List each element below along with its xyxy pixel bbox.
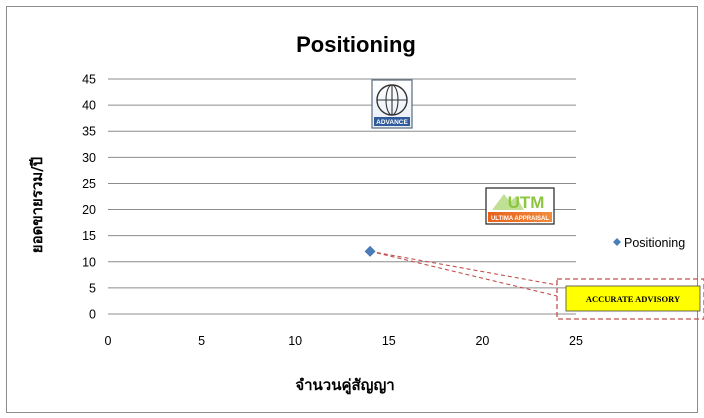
x-tick-label: 15 — [382, 334, 396, 348]
chart-title: Positioning — [296, 32, 416, 57]
gridlines — [108, 78, 576, 315]
data-point — [364, 245, 376, 257]
advance-logo: ADVANCE — [371, 79, 413, 129]
utm-logo: UTM ULTIMA APPRAISAL — [485, 187, 555, 225]
y-tick-label: 45 — [82, 73, 96, 87]
y-tick-label: 20 — [82, 203, 96, 217]
x-tick-label: 0 — [105, 334, 112, 348]
data-points — [364, 245, 376, 257]
x-tick-label: 20 — [475, 334, 489, 348]
y-tick-label: 25 — [82, 177, 96, 191]
x-tick-label: 10 — [288, 334, 302, 348]
utm-logo-sublabel: ULTIMA APPRAISAL — [491, 216, 549, 222]
x-axis-ticks: 0 5 10 15 20 25 — [105, 334, 583, 348]
y-axis-label: ยอดขายรวม/ปี — [28, 157, 46, 253]
advance-logo-label: ADVANCE — [376, 119, 408, 126]
y-tick-label: 10 — [82, 255, 96, 269]
callout-label: ACCURATE ADVISORY — [586, 294, 680, 304]
y-tick-label: 35 — [82, 125, 96, 139]
y-tick-label: 40 — [82, 99, 96, 113]
y-tick-label: 0 — [89, 308, 96, 322]
x-axis-label: จำนวนคู่สัญญา — [295, 376, 394, 395]
y-axis-ticks: 0 5 10 15 20 25 30 35 40 45 — [82, 73, 96, 322]
accurate-advisory-callout: ACCURATE ADVISORY — [369, 250, 704, 320]
legend: Positioning — [613, 236, 685, 250]
y-tick-label: 5 — [89, 281, 96, 295]
y-tick-label: 15 — [82, 229, 96, 243]
legend-label: Positioning — [624, 236, 685, 250]
x-tick-label: 25 — [569, 334, 583, 348]
x-tick-label: 5 — [198, 334, 205, 348]
y-tick-label: 30 — [82, 151, 96, 165]
legend-marker — [613, 238, 621, 246]
